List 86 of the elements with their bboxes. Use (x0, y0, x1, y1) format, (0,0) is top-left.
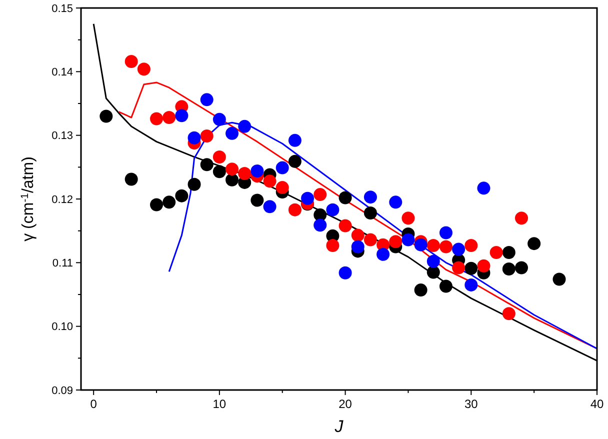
point (175, 189, 188, 202)
point (314, 218, 327, 232)
y-tick-label: 0.15 (52, 2, 73, 15)
point (100, 110, 113, 123)
point (464, 238, 478, 252)
point (338, 219, 352, 232)
point (288, 134, 302, 147)
point (464, 262, 478, 275)
point (250, 164, 264, 178)
point (426, 266, 440, 279)
point (326, 238, 340, 252)
point (364, 190, 377, 204)
point (364, 206, 377, 220)
point (250, 194, 264, 207)
y-tick-label: 0.12 (52, 194, 73, 206)
point (212, 150, 226, 164)
point (326, 203, 340, 216)
point (552, 272, 566, 286)
point (414, 238, 428, 252)
point (502, 262, 516, 276)
point (452, 261, 466, 274)
point (351, 228, 364, 242)
point (200, 129, 214, 142)
point (389, 235, 402, 248)
point (376, 248, 390, 261)
point (364, 233, 377, 246)
point (276, 161, 289, 174)
point (288, 154, 302, 168)
point (124, 54, 138, 68)
point (124, 172, 138, 186)
point (200, 93, 214, 106)
point (426, 238, 440, 252)
point (212, 165, 226, 178)
point (137, 62, 150, 76)
point (288, 203, 302, 216)
point (238, 167, 252, 180)
point (477, 259, 490, 272)
point (502, 307, 516, 320)
y-tick-label: 0.14 (52, 66, 73, 79)
point (314, 188, 327, 202)
x-tick-label: 30 (464, 397, 478, 411)
point (263, 174, 276, 188)
point (150, 198, 164, 212)
point (276, 181, 289, 194)
point (188, 178, 201, 191)
point (212, 112, 226, 126)
point (263, 200, 276, 214)
point (200, 158, 214, 172)
point (490, 246, 503, 259)
point (162, 196, 176, 209)
point (477, 182, 490, 195)
x-tick-label: 20 (338, 397, 352, 411)
point (464, 278, 478, 292)
y-tick-label: 0.09 (52, 384, 73, 397)
point (426, 254, 440, 268)
point (188, 131, 201, 144)
y-tick-label: 0.11 (52, 258, 73, 270)
point (175, 109, 188, 122)
point (439, 226, 452, 240)
y-tick-label: 0.13 (52, 130, 73, 142)
y-tick-label: 0.10 (52, 321, 73, 334)
x-axis-title: J (334, 417, 344, 436)
point (162, 111, 176, 124)
point (528, 237, 541, 250)
point (226, 162, 239, 176)
x-tick-label: 40 (590, 397, 604, 411)
point (338, 191, 352, 204)
point (514, 261, 528, 274)
point (226, 173, 239, 186)
point (402, 233, 415, 246)
point (502, 246, 516, 259)
point (514, 212, 528, 225)
point (389, 196, 402, 209)
point (338, 266, 352, 280)
point (238, 120, 252, 133)
point (351, 240, 364, 254)
point (301, 192, 314, 205)
point (439, 280, 452, 293)
point (226, 126, 239, 140)
point (452, 242, 466, 256)
point (414, 284, 428, 297)
x-tick-label: 10 (212, 397, 226, 411)
point (150, 112, 164, 126)
point (402, 212, 415, 225)
point (439, 240, 452, 254)
x-tick-label: 0 (90, 397, 98, 411)
